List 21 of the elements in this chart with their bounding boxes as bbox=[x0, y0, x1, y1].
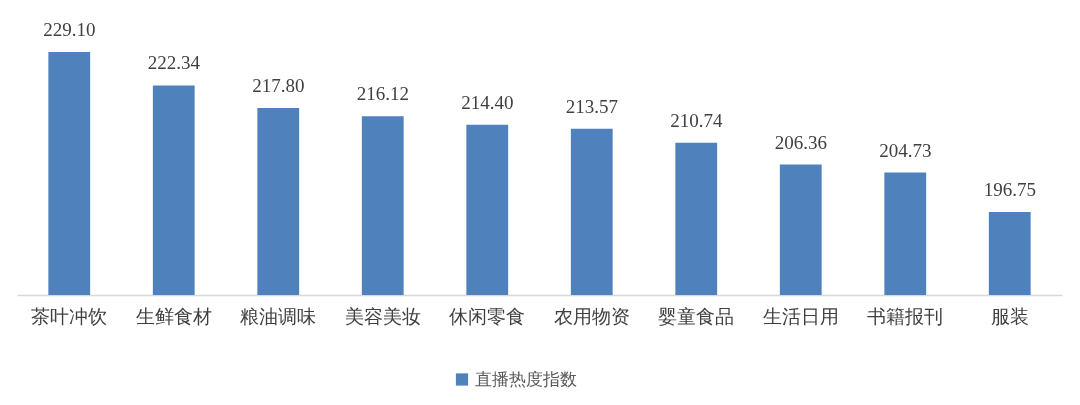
x-tick-label: 婴童食品 bbox=[658, 305, 735, 327]
data-label: 206.36 bbox=[774, 131, 827, 153]
x-tick-label: 茶叶冲饮 bbox=[31, 305, 108, 327]
x-tick-label: 粮油调味 bbox=[240, 305, 317, 327]
data-label: 217.80 bbox=[252, 74, 305, 96]
x-tick-label: 农用物资 bbox=[553, 305, 630, 327]
x-tick-label: 书籍报刊 bbox=[867, 305, 944, 327]
x-tick-label: 美容美妆 bbox=[344, 305, 421, 327]
x-tick-label: 休闲零食 bbox=[449, 305, 526, 327]
x-tick-label: 生鲜食材 bbox=[135, 305, 212, 327]
data-label: 204.73 bbox=[879, 139, 932, 161]
data-label: 213.57 bbox=[565, 95, 618, 117]
data-label: 229.10 bbox=[43, 19, 96, 40]
data-label: 210.74 bbox=[670, 109, 723, 131]
legend-label: 直播热度指数 bbox=[474, 369, 577, 389]
data-label: 196.75 bbox=[983, 179, 1036, 201]
data-label: 214.40 bbox=[461, 91, 514, 113]
data-label: 222.34 bbox=[147, 52, 201, 74]
x-tick-label: 生活日用 bbox=[762, 305, 839, 327]
data-label: 216.12 bbox=[356, 83, 409, 105]
x-tick-label: 服装 bbox=[990, 305, 1029, 327]
